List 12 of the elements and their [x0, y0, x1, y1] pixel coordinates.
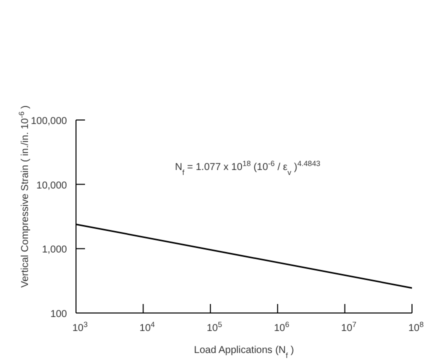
x-tick-label: 10$^{7}$	[341, 320, 356, 334]
x-tick-label: 10$^{8}$	[408, 320, 424, 334]
x-tick-label: 10$^{6}$	[274, 320, 290, 334]
x-tick-label: 10$^{3}$	[72, 320, 88, 334]
y-tick-label: 100,000	[30, 116, 68, 127]
text: N$_{f}$ = 1.077 x 10$^{18}$ (10$^{-6}$ / ε$_{v}$ )$^{4.4843}$	[175, 158, 320, 176]
x-tick-label: 10$^{5}$	[206, 320, 222, 334]
x-tick-label: 10$^{4}$	[140, 320, 155, 334]
x-axis-title: Load Applications (N$_{f}$ )	[194, 345, 294, 360]
y-tick-label: 10,000	[36, 180, 68, 192]
y-tick-label: 100	[50, 309, 68, 320]
y-tick-label: 1,000	[42, 244, 68, 256]
